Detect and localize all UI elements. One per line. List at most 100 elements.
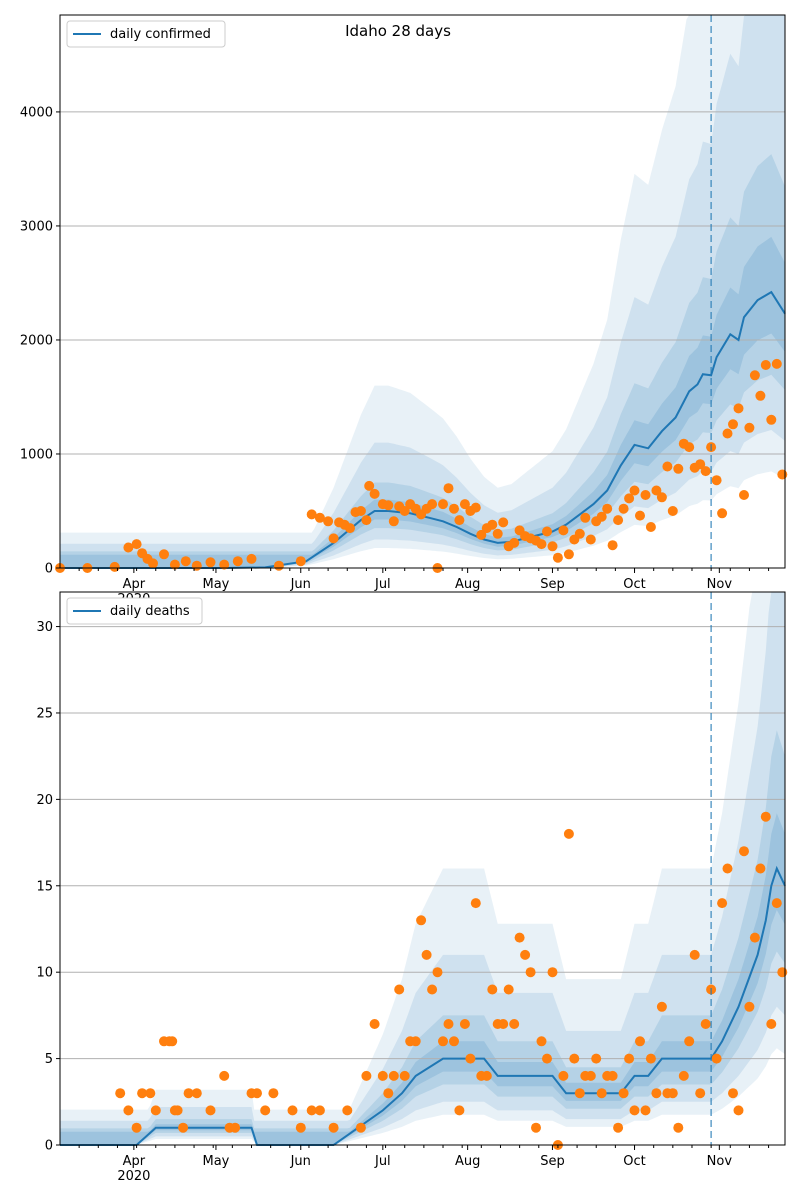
data-point <box>558 525 569 536</box>
data-point <box>252 1088 262 1099</box>
data-point <box>355 506 366 516</box>
data-point <box>678 1070 689 1081</box>
y-tick-label: 0 <box>45 1139 53 1154</box>
uncertainty-band <box>60 154 785 568</box>
data-point <box>123 1105 134 1116</box>
data-point <box>167 1036 178 1047</box>
data-point <box>722 863 733 874</box>
data-point <box>580 512 591 523</box>
uncertainty-band <box>60 15 785 568</box>
data-point <box>536 539 547 550</box>
data-point <box>268 1088 279 1099</box>
data-point <box>673 1122 684 1133</box>
data-point <box>438 499 448 510</box>
data-point <box>651 485 662 496</box>
x-tick-label: Jun <box>290 577 311 592</box>
data-point <box>613 1122 624 1133</box>
data-point <box>503 984 514 995</box>
data-point <box>481 1070 492 1081</box>
data-point <box>427 984 438 995</box>
data-point <box>295 1122 306 1133</box>
data-point <box>531 1122 541 1133</box>
data-point <box>656 1001 667 1012</box>
data-point <box>733 1105 744 1116</box>
data-point <box>323 516 334 527</box>
model-line <box>60 865 786 1146</box>
x-tick-label: Nov <box>707 1154 733 1169</box>
data-point <box>361 1070 372 1081</box>
data-point <box>574 528 585 539</box>
y-tick-label: 10 <box>36 966 53 981</box>
confirmed-observed-points <box>55 358 788 573</box>
x-tick-label: Sep <box>540 577 565 592</box>
data-point <box>470 898 481 909</box>
data-point <box>607 540 618 551</box>
data-point <box>700 1019 711 1029</box>
data-point <box>591 1053 602 1064</box>
data-point <box>771 358 782 369</box>
y-tick-label: 0 <box>45 562 53 577</box>
uncertainty-band <box>60 730 785 1145</box>
data-point <box>273 560 284 571</box>
x-tick-label: Sep <box>540 1154 565 1169</box>
data-point <box>777 967 788 978</box>
data-point <box>443 1019 454 1029</box>
data-point <box>148 558 158 569</box>
data-point <box>314 512 325 523</box>
data-point <box>585 534 596 545</box>
data-point <box>585 1070 596 1081</box>
data-point <box>432 967 443 978</box>
data-point <box>563 828 574 839</box>
data-point <box>695 1088 706 1099</box>
data-point <box>760 811 771 822</box>
data-point <box>667 1088 678 1099</box>
data-point <box>150 1105 161 1116</box>
data-point <box>749 370 760 381</box>
y-tick-label: 5 <box>45 1052 53 1067</box>
data-point <box>536 1036 547 1047</box>
data-point <box>607 1070 618 1081</box>
chart-title: Idaho 28 days <box>345 22 451 40</box>
data-point <box>569 1053 580 1064</box>
data-point <box>766 414 777 425</box>
data-point <box>295 556 306 567</box>
y-tick-label: 4000 <box>20 105 53 120</box>
data-point <box>613 515 624 526</box>
x-tick-label: Jul <box>374 1154 391 1169</box>
data-point <box>191 560 202 571</box>
data-point <box>369 1019 380 1029</box>
data-point <box>342 1105 353 1116</box>
data-point <box>219 559 230 570</box>
data-point <box>618 1088 629 1099</box>
data-point <box>364 480 375 491</box>
data-point <box>438 1036 448 1047</box>
data-point <box>180 556 191 567</box>
confirmed-y-axis: 0 1000 2000 3000 4000 <box>20 105 60 577</box>
data-point <box>260 1105 271 1116</box>
data-point <box>123 542 134 553</box>
uncertainty-band <box>60 236 785 568</box>
data-point <box>205 557 216 568</box>
data-point <box>640 490 651 500</box>
data-point <box>109 561 120 572</box>
data-point <box>689 949 700 960</box>
data-point <box>700 466 711 477</box>
data-point <box>542 526 552 537</box>
data-point <box>733 403 744 414</box>
data-point <box>487 519 498 530</box>
data-point <box>314 1105 325 1116</box>
data-point <box>722 428 733 439</box>
data-point <box>717 898 728 909</box>
data-point <box>602 503 613 514</box>
data-point <box>684 442 695 453</box>
data-point <box>394 984 405 995</box>
x-tick-label: Jul <box>374 577 391 592</box>
deaths-uncertainty-bands <box>60 592 785 1145</box>
uncertainty-band <box>60 813 785 1145</box>
data-point <box>427 499 438 510</box>
y-tick-label: 15 <box>36 879 53 894</box>
x-tick-label: Nov <box>707 577 733 592</box>
y-tick-label: 30 <box>36 620 53 635</box>
data-point <box>191 1088 202 1099</box>
